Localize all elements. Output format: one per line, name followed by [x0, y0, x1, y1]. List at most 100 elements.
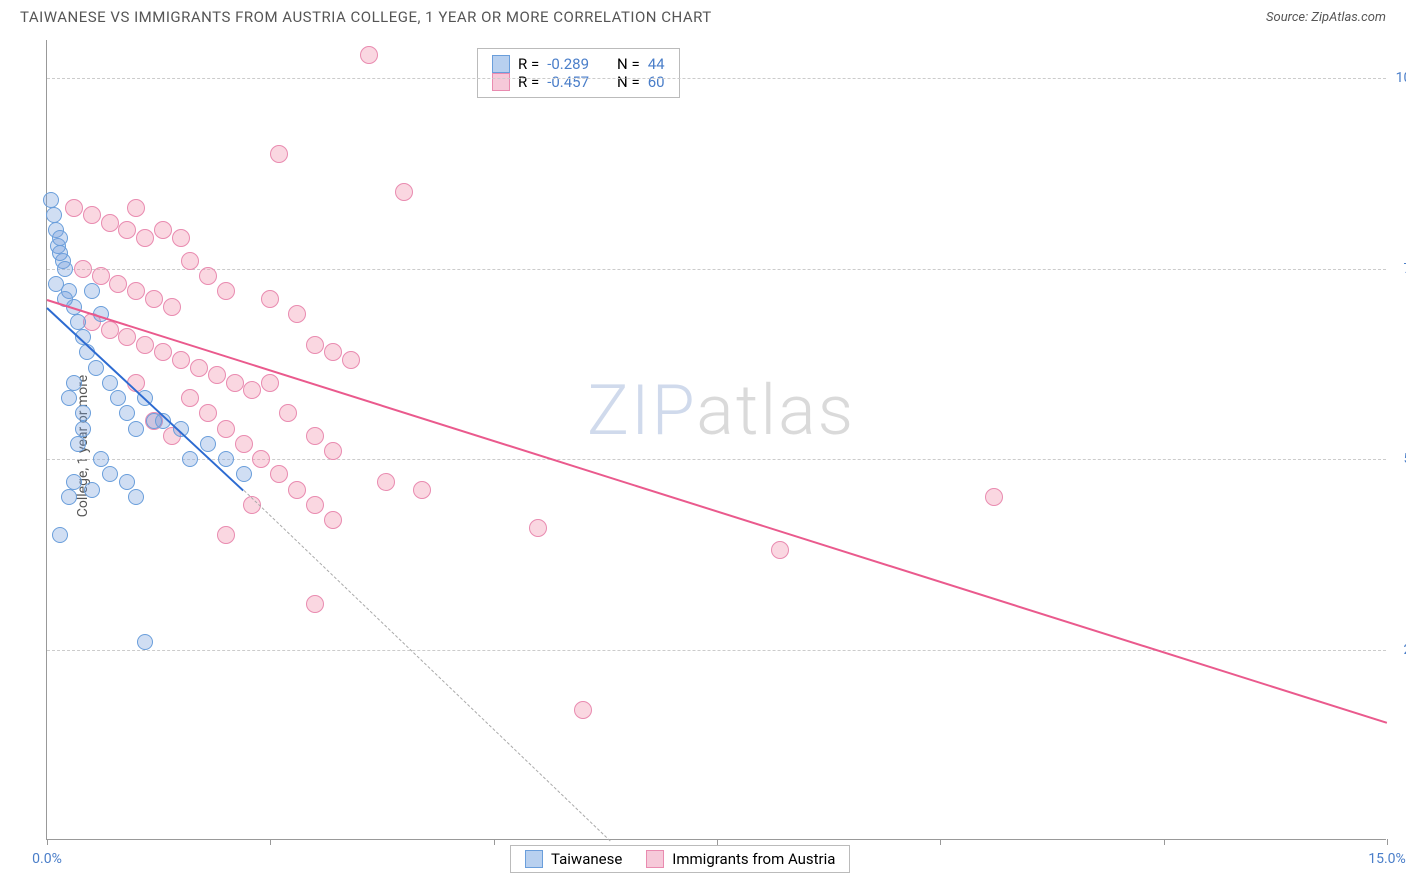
- data-point: [84, 283, 100, 299]
- x-tick: [1164, 839, 1165, 845]
- swatch-austria: [492, 73, 510, 91]
- corr-row-austria: R = -0.457 N = 60: [492, 73, 665, 91]
- legend-item-taiwanese: Taiwanese: [525, 850, 622, 868]
- data-point: [70, 314, 86, 330]
- data-point: [75, 405, 91, 421]
- data-point: [985, 488, 1003, 506]
- data-point: [306, 336, 324, 354]
- data-point: [395, 183, 413, 201]
- data-point: [360, 46, 378, 64]
- data-point: [109, 275, 127, 293]
- data-point: [61, 489, 77, 505]
- trend-extrapolation: [243, 490, 610, 841]
- data-point: [52, 245, 68, 261]
- r-label: R =: [518, 73, 539, 91]
- data-point: [252, 450, 270, 468]
- data-point: [199, 404, 217, 422]
- data-point: [261, 374, 279, 392]
- data-point: [136, 229, 154, 247]
- swatch-taiwanese: [492, 55, 510, 73]
- data-point: [226, 374, 244, 392]
- data-point: [101, 321, 119, 339]
- data-point: [128, 489, 144, 505]
- data-point: [66, 375, 82, 391]
- data-point: [127, 199, 145, 217]
- data-point: [413, 481, 431, 499]
- data-point: [200, 436, 216, 452]
- r-value-taiwanese: -0.289: [547, 55, 589, 73]
- data-point: [574, 701, 592, 719]
- legend-label-taiwanese: Taiwanese: [551, 850, 622, 868]
- gridline: [47, 269, 1386, 270]
- data-point: [137, 634, 153, 650]
- legend-swatch-taiwanese: [525, 850, 543, 868]
- data-point: [306, 496, 324, 514]
- data-point: [92, 267, 110, 285]
- x-tick: [940, 839, 941, 845]
- data-point: [102, 375, 118, 391]
- data-point: [270, 145, 288, 163]
- n-value-austria: 60: [648, 73, 665, 91]
- r-value-austria: -0.457: [547, 73, 589, 91]
- source-label: Source: ZipAtlas.com: [1266, 10, 1386, 25]
- data-point: [342, 351, 360, 369]
- data-point: [154, 221, 172, 239]
- data-point: [61, 390, 77, 406]
- data-point: [118, 328, 136, 346]
- gridline: [47, 459, 1386, 460]
- data-point: [236, 466, 252, 482]
- data-point: [65, 199, 83, 217]
- data-point: [66, 474, 82, 490]
- data-point: [324, 343, 342, 361]
- data-point: [377, 473, 395, 491]
- r-label: R =: [518, 55, 539, 73]
- data-point: [208, 366, 226, 384]
- data-point: [270, 465, 288, 483]
- data-point: [52, 527, 68, 543]
- data-point: [145, 290, 163, 308]
- legend: Taiwanese Immigrants from Austria: [510, 845, 850, 873]
- data-point: [83, 206, 101, 224]
- data-point: [324, 442, 342, 460]
- n-label: N =: [617, 55, 640, 73]
- data-point: [243, 381, 261, 399]
- x-tick-label: 0.0%: [32, 851, 62, 867]
- chart-title: TAIWANESE VS IMMIGRANTS FROM AUSTRIA COL…: [20, 8, 712, 26]
- chart-plot-area: ZIPatlas R = -0.289 N = 44 R = -0.457 N …: [46, 40, 1386, 840]
- data-point: [88, 360, 104, 376]
- legend-swatch-austria: [646, 850, 664, 868]
- data-point: [136, 336, 154, 354]
- data-point: [181, 389, 199, 407]
- x-tick: [1387, 839, 1388, 845]
- gridline: [47, 650, 1386, 651]
- data-point: [182, 451, 198, 467]
- data-point: [93, 451, 109, 467]
- data-point: [279, 404, 297, 422]
- data-point: [217, 282, 235, 300]
- x-tick: [494, 839, 495, 845]
- data-point: [172, 351, 190, 369]
- data-point: [75, 421, 91, 437]
- data-point: [154, 343, 172, 361]
- data-point: [306, 595, 324, 613]
- data-point: [217, 420, 235, 438]
- data-point: [119, 405, 135, 421]
- data-point: [70, 436, 86, 452]
- data-point: [43, 192, 59, 208]
- x-tick: [47, 839, 48, 845]
- data-point: [127, 282, 145, 300]
- data-point: [199, 267, 217, 285]
- x-tick-label: 15.0%: [1368, 851, 1406, 867]
- data-point: [172, 229, 190, 247]
- data-point: [163, 298, 181, 316]
- data-point: [128, 421, 144, 437]
- data-point: [306, 427, 324, 445]
- data-point: [235, 435, 253, 453]
- data-point: [110, 390, 126, 406]
- data-point: [261, 290, 279, 308]
- data-point: [288, 481, 306, 499]
- n-label: N =: [617, 73, 640, 91]
- data-point: [101, 214, 119, 232]
- data-point: [288, 305, 306, 323]
- correlation-stats-box: R = -0.289 N = 44 R = -0.457 N = 60: [477, 48, 680, 98]
